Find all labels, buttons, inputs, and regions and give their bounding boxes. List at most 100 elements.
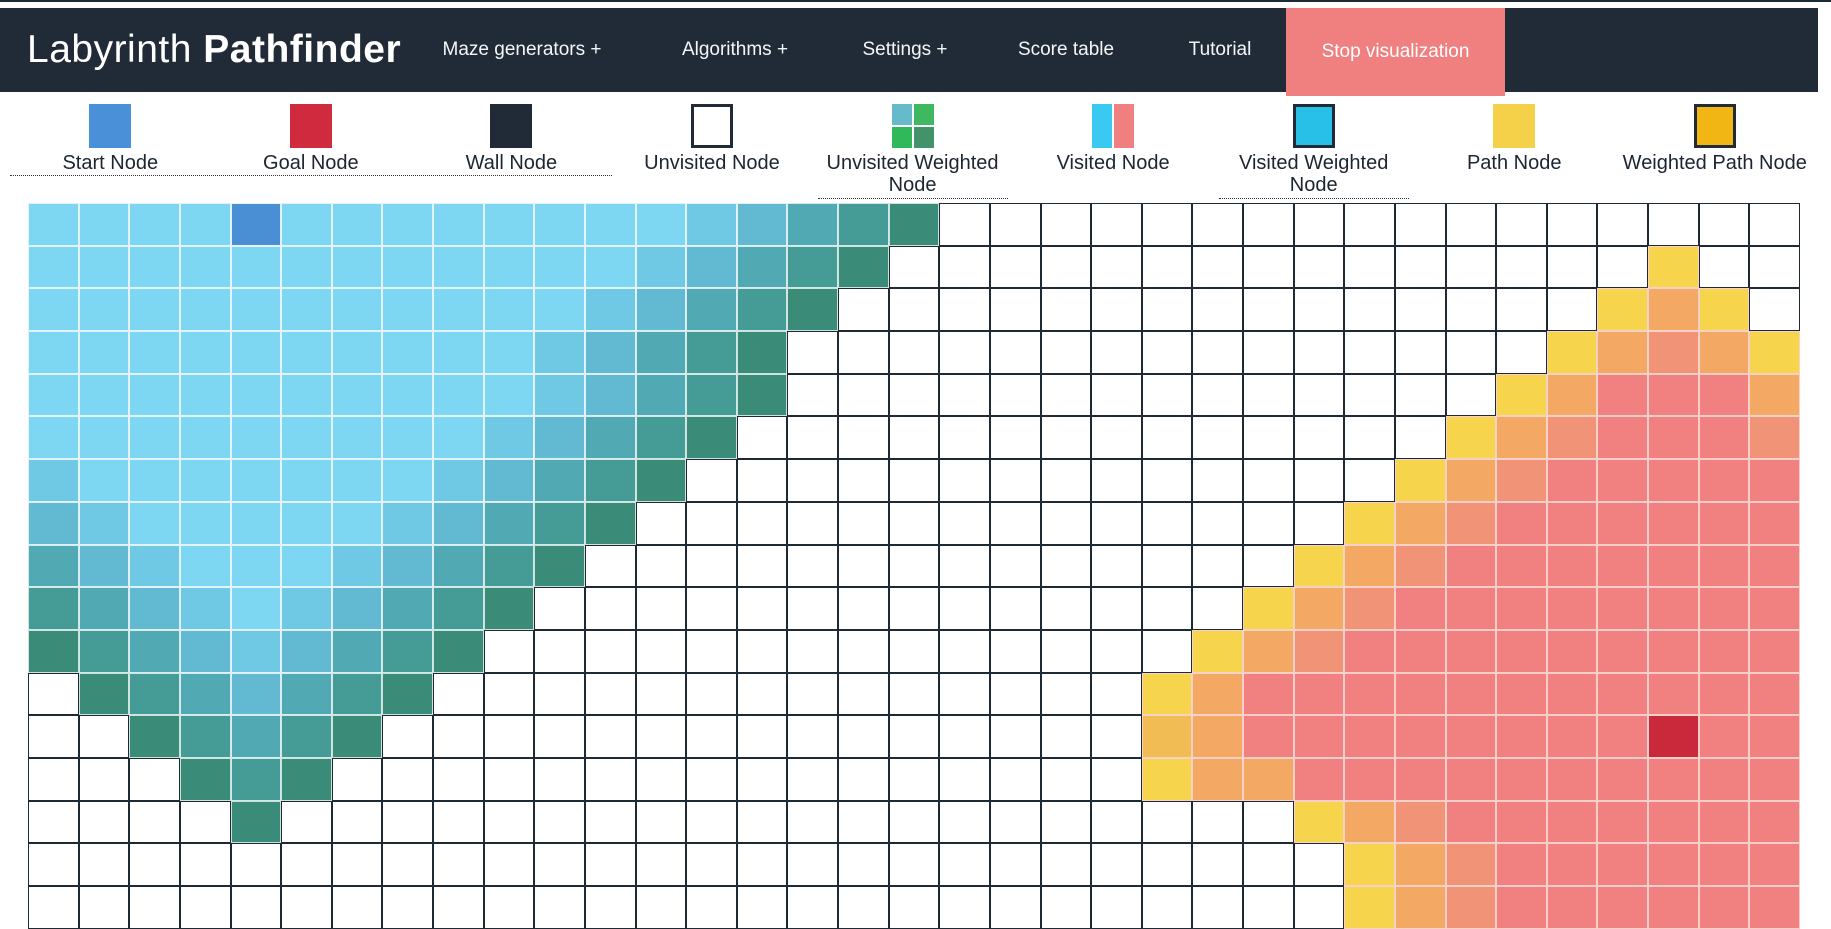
grid-cell-unvisited[interactable] bbox=[1040, 715, 1092, 758]
grid-cell-unvisited[interactable] bbox=[1141, 416, 1193, 460]
grid-cell-unvisited[interactable] bbox=[888, 459, 940, 502]
grid-cell-unvisited[interactable] bbox=[1445, 288, 1497, 332]
grid-cell-unvisited[interactable] bbox=[787, 331, 838, 374]
grid-cell-unvisited[interactable] bbox=[1040, 587, 1092, 630]
grid-cell-visited-cyan[interactable] bbox=[28, 373, 79, 417]
grid-cell-visited-teal-dark[interactable] bbox=[787, 245, 838, 289]
grid-cell-unvisited[interactable] bbox=[989, 886, 1041, 929]
grid-cell-visited-salmon[interactable] bbox=[1749, 757, 1800, 801]
grid-cell-visited-salmon[interactable] bbox=[1597, 715, 1648, 758]
grid-cell-unvisited[interactable] bbox=[787, 843, 838, 886]
grid-cell-visited-salmon[interactable] bbox=[1597, 629, 1648, 673]
grid-cell-unvisited[interactable] bbox=[838, 843, 889, 886]
grid-cell-visited-cyan-3[interactable] bbox=[129, 587, 180, 630]
grid-cell-unvisited[interactable] bbox=[1243, 416, 1294, 460]
grid-cell-unvisited[interactable] bbox=[78, 800, 130, 844]
grid-cell-unvisited[interactable] bbox=[1394, 203, 1446, 246]
grid-cell-unvisited[interactable] bbox=[686, 843, 737, 886]
grid-cell-unvisited[interactable] bbox=[838, 629, 889, 673]
grid-cell-unvisited[interactable] bbox=[838, 715, 889, 758]
grid-cell-unvisited[interactable] bbox=[1698, 245, 1750, 289]
grid-cell-visited-salmon[interactable] bbox=[1445, 587, 1497, 630]
grid-cell-visited-frontier-green[interactable] bbox=[635, 459, 687, 502]
grid-cell-visited-cyan[interactable] bbox=[281, 416, 332, 460]
grid-cell-unvisited[interactable] bbox=[888, 886, 940, 929]
grid-cell-visited-salmon[interactable] bbox=[1749, 843, 1800, 886]
grid-cell-visited-cyan[interactable] bbox=[28, 416, 79, 460]
grid-cell-unvisited[interactable] bbox=[28, 715, 79, 758]
grid-cell-visited-teal-dark[interactable] bbox=[230, 757, 282, 801]
grid-cell-visited-cyan[interactable] bbox=[230, 501, 282, 545]
grid-cell-unvisited[interactable] bbox=[1141, 245, 1193, 289]
grid-cell-unvisited[interactable] bbox=[939, 715, 990, 758]
grid-cell-unvisited[interactable] bbox=[179, 886, 231, 929]
grid-cell-unvisited[interactable] bbox=[787, 672, 838, 716]
grid-cell-visited-cyan-2[interactable] bbox=[382, 501, 433, 545]
grid-cell-visited-salmon[interactable] bbox=[1394, 672, 1446, 716]
grid-cell-unvisited[interactable] bbox=[483, 886, 535, 929]
grid-cell-visited-cyan[interactable] bbox=[331, 501, 383, 545]
grid-cell-frontier-yellow[interactable] bbox=[1445, 416, 1497, 460]
grid-cell-frontier-orange[interactable] bbox=[1192, 672, 1243, 716]
grid-cell-visited-salmon[interactable] bbox=[1394, 757, 1446, 801]
grid-cell-unvisited[interactable] bbox=[1243, 843, 1294, 886]
grid-cell-unvisited[interactable] bbox=[1040, 331, 1092, 374]
grid-cell-unvisited[interactable] bbox=[534, 886, 585, 929]
grid-cell-visited-salmon[interactable] bbox=[1749, 715, 1800, 758]
grid-cell-unvisited[interactable] bbox=[1344, 373, 1395, 417]
grid-cell-visited-frontier-green[interactable] bbox=[736, 331, 788, 374]
grid-cell-unvisited[interactable] bbox=[1243, 886, 1294, 929]
grid-cell-visited-cyan-2[interactable] bbox=[179, 587, 231, 630]
grid-cell-visited-cyan[interactable] bbox=[129, 203, 180, 246]
grid-cell-unvisited[interactable] bbox=[838, 459, 889, 502]
grid-cell-unvisited[interactable] bbox=[1091, 416, 1142, 460]
grid-cell-unvisited[interactable] bbox=[736, 459, 788, 502]
grid-cell-unvisited[interactable] bbox=[534, 843, 585, 886]
grid-cell-unvisited[interactable] bbox=[838, 672, 889, 716]
grid-cell-visited-cyan[interactable] bbox=[179, 245, 231, 289]
grid-cell-unvisited[interactable] bbox=[635, 715, 687, 758]
grid-cell-unvisited[interactable] bbox=[989, 544, 1041, 588]
grid-cell-frontier-yellow[interactable] bbox=[1344, 501, 1395, 545]
grid-cell-unvisited[interactable] bbox=[888, 629, 940, 673]
grid-cell-unvisited[interactable] bbox=[433, 886, 484, 929]
grid-cell-visited-salmon[interactable] bbox=[1648, 544, 1699, 588]
grid-cell-visited-cyan[interactable] bbox=[230, 373, 282, 417]
grid-cell-unvisited[interactable] bbox=[686, 501, 737, 545]
grid-cell-unvisited[interactable] bbox=[939, 245, 990, 289]
grid-cell-visited-cyan-2[interactable] bbox=[28, 459, 79, 502]
grid-cell-unvisited[interactable] bbox=[1040, 843, 1092, 886]
grid-cell-unvisited[interactable] bbox=[1243, 544, 1294, 588]
grid-cell-visited-cyan[interactable] bbox=[331, 331, 383, 374]
grid-cell-visited-salmon-orange[interactable] bbox=[1496, 459, 1547, 502]
grid-cell-unvisited[interactable] bbox=[78, 886, 130, 929]
grid-cell-visited-salmon[interactable] bbox=[1546, 544, 1598, 588]
grid-cell-visited-salmon[interactable] bbox=[1597, 843, 1648, 886]
grid-cell-visited-cyan[interactable] bbox=[281, 544, 332, 588]
grid-cell-visited-salmon[interactable] bbox=[1698, 715, 1750, 758]
grid-cell-unvisited[interactable] bbox=[1394, 331, 1446, 374]
grid-cell-visited-salmon[interactable] bbox=[1648, 416, 1699, 460]
grid-cell-visited-cyan[interactable] bbox=[433, 331, 484, 374]
grid-cell-unvisited[interactable] bbox=[939, 800, 990, 844]
grid-cell-visited-cyan[interactable] bbox=[331, 416, 383, 460]
grid-cell-visited-cyan[interactable] bbox=[281, 288, 332, 332]
grid-cell-unvisited[interactable] bbox=[939, 331, 990, 374]
grid-cell-visited-teal-dark[interactable] bbox=[635, 416, 687, 460]
grid-cell-unvisited[interactable] bbox=[1091, 715, 1142, 758]
grid-cell-visited-cyan[interactable] bbox=[78, 288, 130, 332]
grid-cell-unvisited[interactable] bbox=[1445, 331, 1497, 374]
grid-cell-unvisited[interactable] bbox=[888, 587, 940, 630]
grid-cell-visited-salmon[interactable] bbox=[1698, 501, 1750, 545]
grid-cell-visited-salmon[interactable] bbox=[1344, 757, 1395, 801]
grid-cell-visited-cyan[interactable] bbox=[382, 203, 433, 246]
grid-cell-visited-teal[interactable] bbox=[635, 331, 687, 374]
grid-cell-visited-salmon[interactable] bbox=[1698, 629, 1750, 673]
grid-cell-unvisited[interactable] bbox=[939, 886, 990, 929]
grid-cell-unvisited[interactable] bbox=[433, 715, 484, 758]
grid-cell-visited-cyan-3[interactable] bbox=[584, 331, 636, 374]
grid-cell-visited-cyan[interactable] bbox=[28, 203, 79, 246]
grid-cell-visited-salmon-orange[interactable] bbox=[1546, 416, 1598, 460]
grid-cell-visited-cyan[interactable] bbox=[230, 587, 282, 630]
grid-cell-visited-salmon[interactable] bbox=[1546, 757, 1598, 801]
